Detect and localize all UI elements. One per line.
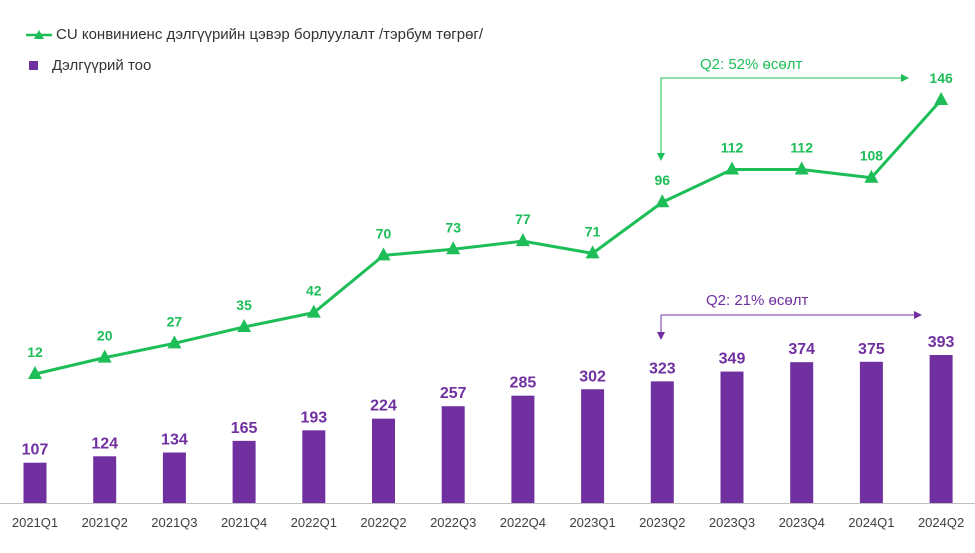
x-tick-2024Q1: 2024Q1 bbox=[848, 515, 894, 530]
x-tick-2021Q2: 2021Q2 bbox=[82, 515, 128, 530]
legend-line-icon bbox=[26, 29, 52, 39]
bar-label-2023Q1: 302 bbox=[579, 368, 606, 385]
sales-label-2024Q1: 108 bbox=[860, 148, 884, 164]
legend-item-sales: CU конвиниенс дэлгүүрийн цэвэр борлуулал… bbox=[26, 26, 483, 43]
sales-marker-2022Q4 bbox=[515, 233, 530, 247]
sales-marker-2021Q4 bbox=[237, 318, 252, 332]
sales-label-2024Q2: 146 bbox=[929, 70, 953, 86]
x-tick-2022Q3: 2022Q3 bbox=[430, 515, 476, 530]
x-tick-2022Q4: 2022Q4 bbox=[500, 515, 546, 530]
bar-label-2021Q1: 107 bbox=[22, 442, 49, 459]
bar-label-2023Q3: 349 bbox=[719, 351, 746, 368]
bar-label-2024Q2: 393 bbox=[928, 334, 955, 351]
bar-2021Q1 bbox=[23, 462, 47, 503]
sales-marker-2022Q2 bbox=[376, 247, 391, 261]
x-tick-2023Q1: 2023Q1 bbox=[569, 515, 615, 530]
sales-marker-2023Q2 bbox=[655, 194, 670, 208]
bar-label-2022Q3: 257 bbox=[440, 385, 467, 402]
sales-marker-2021Q2 bbox=[97, 349, 112, 363]
bar-2022Q3 bbox=[441, 406, 465, 503]
legend-stores-label: Дэлгүүрий тоо bbox=[52, 57, 152, 74]
sales-label-2021Q2: 20 bbox=[97, 328, 113, 344]
bar-label-2021Q3: 134 bbox=[161, 432, 188, 449]
x-tick-2021Q1: 2021Q1 bbox=[12, 515, 58, 530]
bar-2022Q2 bbox=[372, 418, 395, 503]
bar-2022Q4 bbox=[511, 395, 535, 503]
bar-label-2022Q1: 193 bbox=[300, 409, 327, 426]
sales-marker-2024Q2 bbox=[934, 92, 949, 105]
sales-marker-2023Q4 bbox=[794, 161, 809, 175]
x-tick-2021Q4: 2021Q4 bbox=[221, 515, 267, 530]
sales-marker-2024Q1 bbox=[864, 169, 879, 183]
bar-label-2024Q1: 375 bbox=[858, 341, 885, 358]
x-tick-2022Q1: 2022Q1 bbox=[291, 515, 337, 530]
sales-label-2022Q2: 70 bbox=[376, 225, 392, 241]
bar-label-2023Q4: 374 bbox=[788, 341, 815, 358]
sales-label-2022Q4: 77 bbox=[515, 211, 531, 227]
sales-label-2021Q4: 35 bbox=[236, 297, 252, 313]
bar-2021Q4 bbox=[232, 440, 256, 503]
bar-2024Q2 bbox=[929, 355, 953, 503]
sales-marker-2021Q3 bbox=[167, 335, 182, 349]
bar-2023Q4 bbox=[790, 362, 814, 503]
bar-label-2021Q2: 124 bbox=[91, 435, 118, 452]
bar-2023Q1 bbox=[581, 389, 605, 503]
x-tick-2023Q2: 2023Q2 bbox=[639, 515, 685, 530]
x-tick-2022Q2: 2022Q2 bbox=[360, 515, 406, 530]
bar-2023Q3 bbox=[720, 371, 744, 503]
sales-marker-2023Q1 bbox=[585, 245, 600, 259]
bar-2021Q3 bbox=[162, 452, 186, 503]
sales-marker-2022Q3 bbox=[446, 241, 461, 255]
x-tick-2021Q3: 2021Q3 bbox=[151, 515, 197, 530]
sales-label-2023Q2: 96 bbox=[655, 172, 671, 188]
sales-label-2021Q3: 27 bbox=[167, 313, 183, 329]
bar-2022Q1 bbox=[302, 430, 326, 503]
sales-label-2023Q1: 71 bbox=[585, 223, 601, 239]
legend-item-stores: Дэлгүүрий тоо bbox=[26, 57, 151, 74]
sales-label-2023Q4: 112 bbox=[790, 140, 813, 156]
bar-2024Q1 bbox=[859, 361, 883, 503]
legend-sales-label: CU конвиниенс дэлгүүрийн цэвэр борлуулал… bbox=[56, 26, 484, 43]
sales-label-2023Q3: 112 bbox=[721, 140, 744, 156]
sales-label-2022Q1: 42 bbox=[306, 283, 322, 299]
bar-label-2022Q4: 285 bbox=[510, 375, 537, 392]
bar-label-2022Q2: 224 bbox=[370, 398, 397, 415]
x-tick-2024Q2: 2024Q2 bbox=[918, 515, 964, 530]
bar-label-2021Q4: 165 bbox=[231, 420, 258, 437]
x-tick-2023Q3: 2023Q3 bbox=[709, 515, 755, 530]
bar-growth-annotation: Q2: 21% өсөлт bbox=[706, 292, 809, 309]
sales-marker-2021Q1 bbox=[28, 366, 42, 379]
bar-2021Q2 bbox=[93, 456, 117, 503]
bar-label-2023Q2: 323 bbox=[649, 360, 676, 377]
legend-square-icon bbox=[29, 61, 38, 70]
sales-label-2022Q3: 73 bbox=[445, 219, 461, 235]
x-tick-2023Q4: 2023Q4 bbox=[779, 515, 825, 530]
sales-label-2021Q1: 12 bbox=[27, 344, 43, 360]
line-growth-annotation: Q2: 52% өсөлт bbox=[700, 56, 803, 73]
bar-2023Q2 bbox=[650, 381, 674, 503]
sales-line bbox=[34, 98, 943, 376]
sales-marker-2022Q1 bbox=[306, 304, 321, 318]
sales-marker-2023Q3 bbox=[725, 161, 739, 175]
